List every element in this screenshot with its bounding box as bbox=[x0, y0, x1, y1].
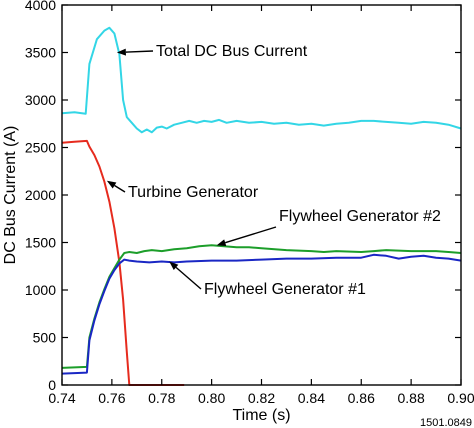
annotation-label: Flywheel Generator #2 bbox=[279, 208, 441, 225]
y-axis-ticks: 0 500 1000 1500 2000 2500 3000 3500 4000 bbox=[25, 0, 461, 393]
y-tick-label: 1000 bbox=[25, 282, 56, 298]
series-line-2 bbox=[61, 139, 185, 386]
x-axis-ticks: 0.74 0.76 0.78 0.80 0.82 0.84 0.86 0.88 0.90 bbox=[48, 5, 474, 406]
y-tick-label: 2000 bbox=[25, 187, 56, 203]
annotation-label: Total DC Bus Current bbox=[156, 43, 308, 60]
y-tick-label: 3000 bbox=[25, 92, 56, 108]
annotations-layer: Total DC Bus Current Turbine Generator Fly… bbox=[106, 43, 441, 298]
x-tick-label: 0.74 bbox=[48, 390, 75, 406]
annotation-arrowhead bbox=[106, 180, 117, 189]
y-tick-label: 3500 bbox=[25, 45, 56, 61]
annotation-arrow-line bbox=[225, 226, 277, 244]
annotation-label: Turbine Generator bbox=[128, 184, 259, 201]
x-tick-label: 0.80 bbox=[198, 390, 225, 406]
annotation-label: Flywheel Generator #1 bbox=[204, 281, 366, 298]
annotation-arrowhead bbox=[116, 48, 126, 56]
x-tick-label: 0.86 bbox=[348, 390, 375, 406]
x-axis-title: Time (s) bbox=[232, 407, 290, 424]
x-tick-label: 0.84 bbox=[298, 390, 325, 406]
annotation-arrowhead bbox=[216, 239, 227, 247]
figure-id: 1501.0849 bbox=[420, 417, 472, 428]
y-tick-label: 1500 bbox=[25, 235, 56, 251]
series-line-4 bbox=[61, 253, 462, 375]
plot-frame bbox=[61, 4, 462, 386]
series-line-3 bbox=[61, 244, 462, 369]
annotation-arrow-line bbox=[175, 266, 202, 290]
x-tick-label: 0.88 bbox=[398, 390, 425, 406]
annotation-arrowhead bbox=[169, 261, 179, 271]
y-tick-label: 4000 bbox=[25, 0, 56, 13]
x-tick-label: 0.90 bbox=[447, 390, 474, 406]
x-tick-label: 0.82 bbox=[248, 390, 275, 406]
x-tick-label: 0.78 bbox=[148, 390, 175, 406]
series-layer bbox=[61, 26, 462, 386]
annotation-arrow-line bbox=[114, 184, 126, 193]
y-axis-title: DC Bus Current (A) bbox=[2, 126, 19, 265]
x-tick-label: 0.76 bbox=[98, 390, 125, 406]
series-line-1 bbox=[61, 26, 462, 134]
annotation-arrow-line bbox=[125, 50, 154, 53]
y-tick-label: 2500 bbox=[25, 140, 56, 156]
y-tick-label: 500 bbox=[33, 330, 57, 346]
y-tick-label: 0 bbox=[48, 377, 56, 393]
